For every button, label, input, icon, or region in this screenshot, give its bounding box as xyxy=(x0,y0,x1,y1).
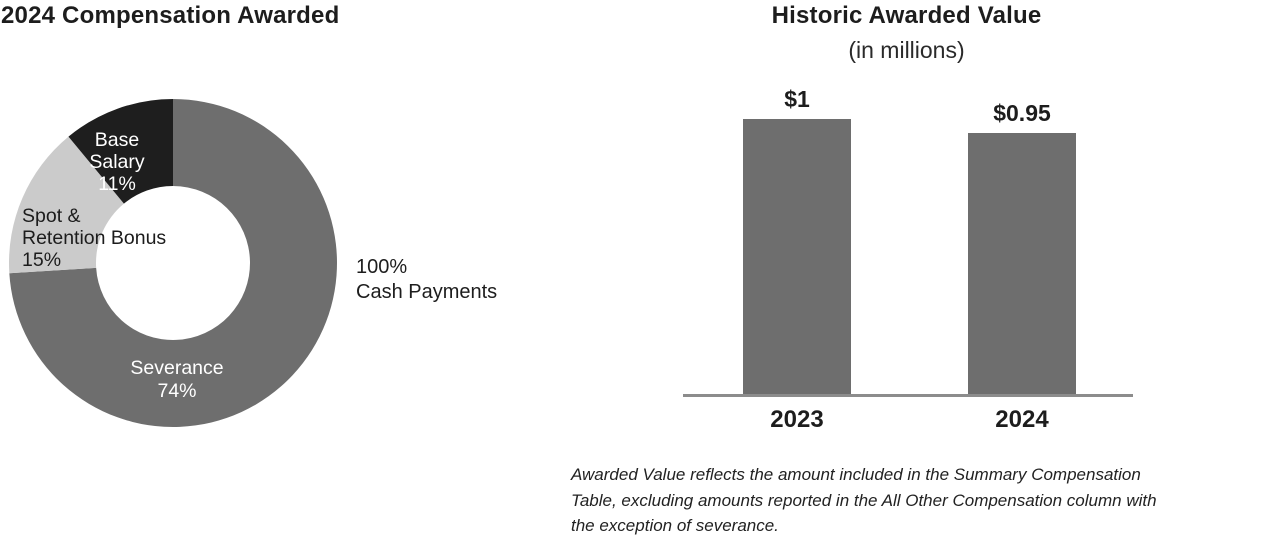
bar-chart-title: Historic Awarded Value xyxy=(771,2,1042,29)
donut-segment-base-salary xyxy=(68,99,173,204)
bar-chart-plot-area: $1 $0.95 xyxy=(683,86,1133,397)
bar-chart-footnote: Awarded Value reflects the amount includ… xyxy=(571,462,1157,536)
donut-chart-title: 2024 Compensation Awarded xyxy=(1,2,340,29)
donut-label-base-salary: Base Salary 11% xyxy=(57,129,177,195)
donut-label-severance: Severance 74% xyxy=(107,357,247,402)
donut-segment-severance xyxy=(9,99,337,427)
donut-label-line: Base xyxy=(94,129,140,151)
donut-label-line: Retention Bonus xyxy=(22,227,167,249)
bar-column-2024: $0.95 xyxy=(968,100,1076,396)
annotation-line: Cash Payments xyxy=(356,281,498,303)
bar-column-2023: $1 xyxy=(743,86,851,396)
donut-label-line: 74% xyxy=(157,379,197,402)
donut-segment-spot-retention-bonus xyxy=(8,136,124,274)
bar-chart-header: Historic Awarded Value (in millions) xyxy=(681,2,1132,64)
annotation-line: 100% xyxy=(356,256,408,278)
donut-label-line: 15% xyxy=(22,249,62,271)
donut-chart-svg xyxy=(8,99,337,427)
footnote-line: the exception of severance. xyxy=(571,516,779,535)
footnote-line: Awarded Value reflects the amount includ… xyxy=(571,465,1141,484)
footnote-line: Table, excluding amounts reported in the… xyxy=(571,490,1157,510)
donut-label-line: Salary xyxy=(89,151,145,173)
bar-2024 xyxy=(968,133,1076,396)
x-axis-tick-2023: 2023 xyxy=(770,406,824,433)
donut-label-spot-retention-bonus: Spot & Retention Bonus 15% xyxy=(22,205,166,271)
donut-label-line: 11% xyxy=(98,173,136,195)
donut-label-line: Spot & xyxy=(22,205,81,227)
bar-2023 xyxy=(743,119,851,396)
cash-payments-annotation: 100% Cash Payments xyxy=(356,255,497,305)
x-axis-line xyxy=(683,394,1133,397)
bar-value-label-2024: $0.95 xyxy=(993,100,1051,126)
donut-label-line: Severance xyxy=(130,357,224,379)
x-axis-tick-2024: 2024 xyxy=(995,406,1049,433)
bar-chart-subtitle: (in millions) xyxy=(848,37,965,63)
bar-value-label-2023: $1 xyxy=(784,86,810,112)
